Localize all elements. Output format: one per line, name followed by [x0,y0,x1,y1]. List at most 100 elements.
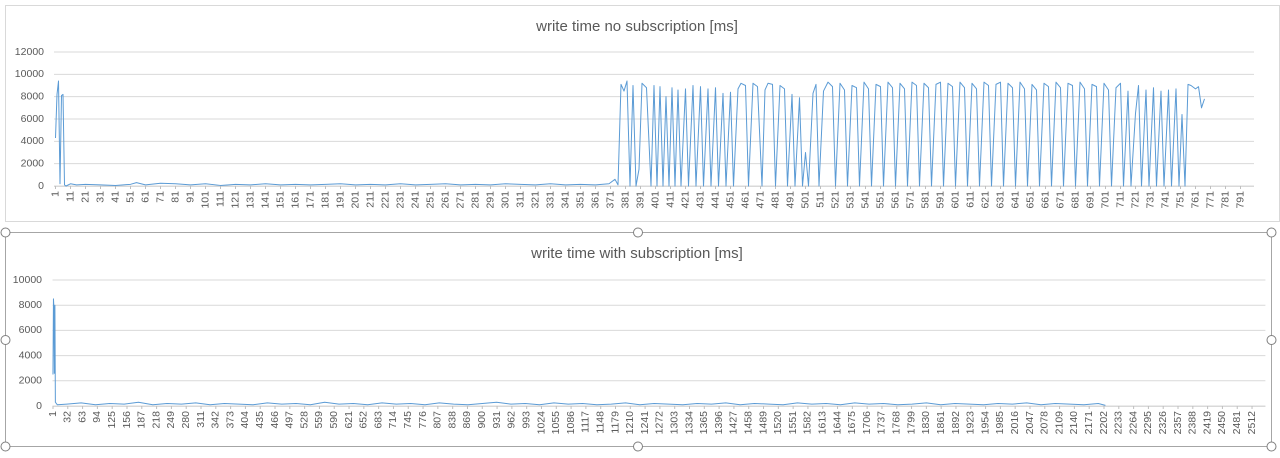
x-tick-label: 641 [1009,191,1021,209]
data-line [52,298,1106,406]
x-tick-label: 711 [1114,191,1126,208]
x-tick-label: 361 [589,191,601,209]
x-tick-label: 341 [559,191,571,209]
x-tick-label: 2016 [1009,411,1021,435]
x-tick-label: 1365 [698,411,710,435]
x-tick-label: 435 [254,411,266,429]
x-tick-label: 125 [106,411,118,429]
x-tick-label: 1024 [535,411,547,435]
x-tick-label: 683 [372,411,384,429]
x-tick-label: 2078 [1039,411,1051,435]
x-tick-label: 691 [1084,191,1096,209]
x-tick-label: 41 [109,191,121,203]
x-tick-label: 241 [409,191,421,209]
x-tick-label: 571 [904,191,916,209]
handle[interactable] [1266,227,1277,238]
x-tick-label: 1334 [683,411,695,435]
x-tick-label: 771 [1204,191,1216,209]
x-tick-label: 2388 [1187,411,1199,435]
x-tick-label: 321 [529,191,541,209]
x-tick-label: 661 [1039,191,1051,209]
x-tick-label: 391 [634,191,646,209]
handle[interactable] [1266,335,1277,345]
x-tick-label: 791 [1234,191,1246,209]
x-tick-label: 381 [619,191,631,209]
x-tick-label: 61 [139,191,151,203]
resize-handles[interactable] [0,227,1277,452]
x-tick-label: 411 [664,191,676,208]
x-tick-label: 590 [328,411,340,429]
x-tick-label: 1830 [920,411,932,435]
x-tick-label: 91 [184,191,196,203]
handle[interactable] [0,227,11,238]
handle[interactable] [1266,441,1277,452]
x-tick-label: 651 [1024,191,1036,209]
x-tick-label: 249 [165,411,177,429]
x-tick-label: 1427 [728,411,740,435]
x-tick-label: 561 [889,191,901,209]
handle[interactable] [0,335,11,345]
x-tick-label: 511 [814,191,826,208]
x-tick-label: 1613 [817,411,829,435]
x-tick-label: 2233 [1113,411,1125,435]
chart-title: write time no subscription [ms] [535,18,738,35]
x-tick-label: 481 [769,191,781,209]
chart-frame-selected[interactable] [5,232,1272,447]
x-tick-label: 331 [544,191,556,209]
x-tick-label: 471 [754,191,766,209]
x-tick-label: 351 [574,191,586,209]
x-tick-label: 993 [520,411,532,429]
x-tick-label: 211 [364,191,376,208]
x-tick-label: 342 [210,411,222,429]
x-tick-label: 900 [476,411,488,429]
x-tick-label: 94 [91,411,103,423]
x-tick-label: 581 [919,191,931,209]
x-tick-label: 441 [709,191,721,209]
x-tick-label: 161 [289,191,301,209]
x-tick-label: 2171 [1083,411,1095,435]
x-tick-label: 761 [1189,191,1201,209]
y-tick-label: 2000 [21,157,45,169]
x-tick-label: 2140 [1068,411,1080,435]
handle[interactable] [633,227,643,238]
x-tick-label: 421 [679,191,691,209]
x-tick-label: 528 [298,411,310,429]
x-tick-label: 1923 [965,411,977,435]
handle[interactable] [633,441,643,452]
x-tick-label: 1 [47,411,59,417]
x-tick-label: 32 [62,411,74,423]
x-tick-label: 962 [506,411,518,429]
x-tick-label: 652 [358,411,370,429]
x-tick-label: 291 [484,191,496,209]
x-tick-label: 2357 [1172,411,1184,435]
x-tick-label: 2450 [1216,411,1228,435]
x-tick-label: 1210 [624,411,636,435]
x-tick-label: 271 [454,191,466,209]
x-tick-label: 466 [269,411,281,429]
x-tick-label: 1 [49,191,61,197]
x-tick-label: 11 [64,191,76,202]
x-tick-label: 671 [1054,191,1066,209]
x-tick-label: 681 [1069,191,1081,209]
x-tick-label: 869 [461,411,473,429]
x-tick-label: 63 [76,411,88,423]
x-tick-label: 1303 [668,411,680,435]
y-tick-label: 8000 [19,299,43,311]
y-tick-label: 6000 [21,113,45,125]
x-tick-label: 151 [274,191,286,209]
x-tick-label: 281 [469,191,481,209]
y-tick-label: 0 [38,180,44,192]
x-tick-label: 751 [1174,191,1186,209]
x-tick-label: 373 [224,411,236,429]
x-tick-label: 1861 [935,411,947,435]
x-tick-label: 171 [304,191,316,209]
y-tick-label: 10000 [15,68,44,80]
x-tick-label: 2295 [1142,411,1154,435]
handle[interactable] [0,441,11,452]
x-tick-label: 404 [239,411,251,429]
y-tick-label: 0 [36,400,42,412]
x-tick-label: 111 [214,191,226,207]
x-tick-label: 461 [739,191,751,209]
